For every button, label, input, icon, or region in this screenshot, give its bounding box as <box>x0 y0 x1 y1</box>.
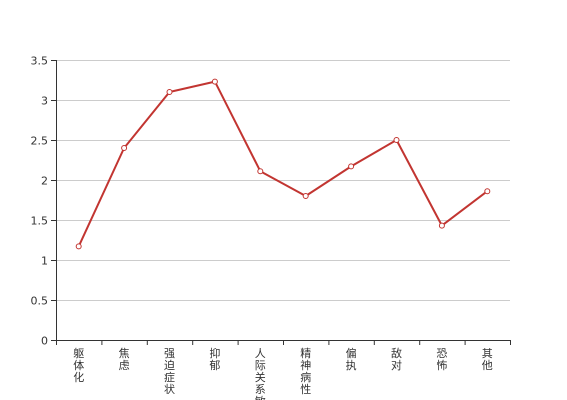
axes <box>51 60 511 345</box>
x-category-label: 焦虑 <box>119 347 130 372</box>
x-category-label: 敌对 <box>391 346 402 372</box>
x-category-label: 躯体化 <box>73 347 84 384</box>
x-category-label: 其他 <box>482 347 493 372</box>
grid-lines <box>56 60 510 301</box>
y-tick-label: 0.5 <box>31 295 49 308</box>
y-tick-label: 2 <box>41 175 48 188</box>
data-point <box>348 163 355 170</box>
x-category-label: 精神病性 <box>300 347 311 396</box>
y-tick-label: 1 <box>41 255 48 268</box>
x-category-label: 人际关系敏感 <box>255 347 266 400</box>
y-tick-label: 3.5 <box>31 55 49 68</box>
data-point <box>166 89 173 95</box>
data-point <box>302 193 309 199</box>
data-point <box>211 78 218 85</box>
y-tick-label: 0 <box>41 335 48 348</box>
data-point <box>438 222 445 229</box>
y-tick-label: 1.5 <box>31 215 49 228</box>
x-axis-category-labels: 躯体化 焦虑 强迫症状 抑郁 人际关系敏感 精神病性 偏执 敌对 恐怖 其他 <box>73 346 493 400</box>
data-point <box>121 145 128 151</box>
x-category-label: 抑郁 <box>209 346 220 372</box>
data-point <box>257 168 264 175</box>
x-category-label: 恐怖 <box>436 347 447 372</box>
series-line <box>77 80 488 247</box>
series-layer <box>75 78 491 250</box>
y-tick-label: 3 <box>41 95 48 108</box>
data-point <box>75 243 82 250</box>
data-point <box>393 137 400 143</box>
x-category-label: 偏执 <box>346 346 357 372</box>
y-tick-label: 2.5 <box>31 135 49 148</box>
y-axis-tick-labels: 0 0.5 1 1.5 2 2.5 3 3.5 <box>31 55 49 348</box>
data-point <box>484 188 491 195</box>
x-category-label: 强迫症状 <box>164 347 175 396</box>
